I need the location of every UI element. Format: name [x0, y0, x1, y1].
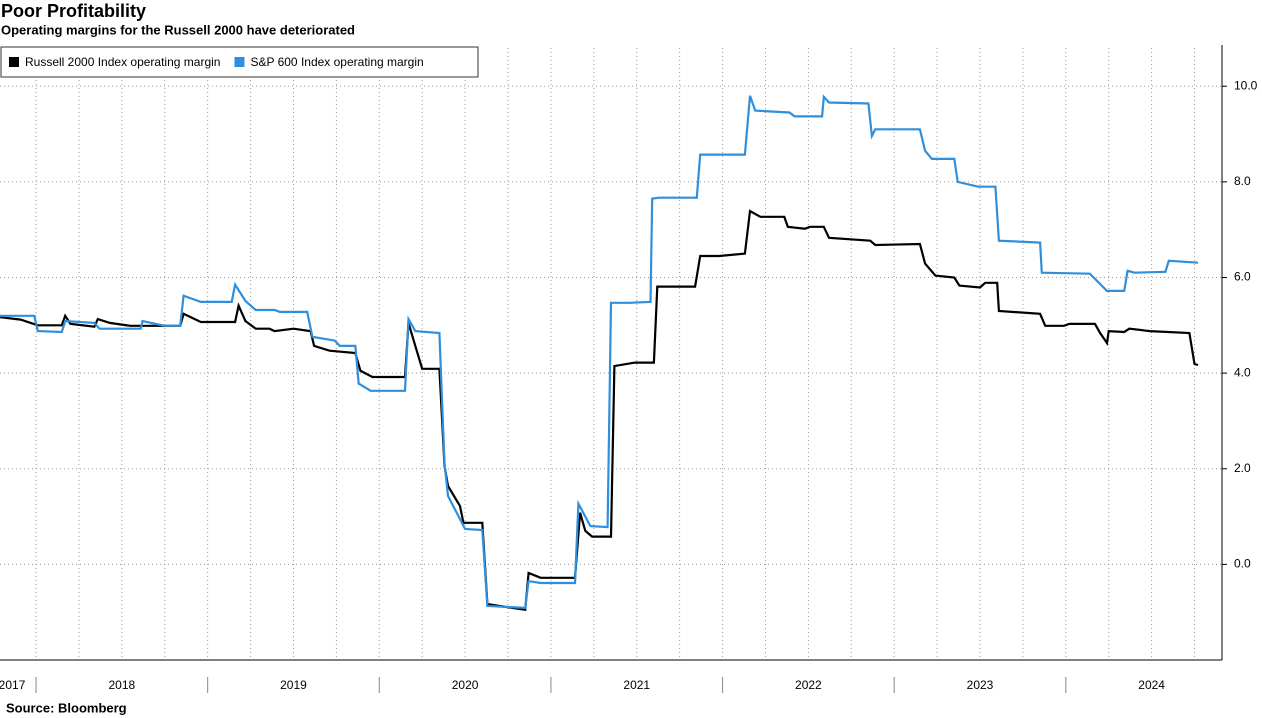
y-tick-label: 10.0 [1234, 78, 1258, 92]
x-tick-label: 2023 [967, 678, 994, 692]
legend: Russell 2000 Index operating margin S&P 6… [0, 46, 479, 78]
x-tick-label: 2020 [452, 678, 479, 692]
x-tick-label: 2018 [109, 678, 136, 692]
x-tick-label: 2021 [623, 678, 650, 692]
legend-swatch [9, 57, 19, 67]
source: Source: Bloomberg [6, 700, 127, 715]
legend-label: Russell 2000 Index operating margin [25, 55, 220, 69]
y-tick-label: 6.0 [1234, 270, 1251, 284]
x-tick-label: 2019 [280, 678, 307, 692]
y-tick-label: 2.0 [1234, 461, 1251, 475]
line [0, 209, 1199, 612]
legend-swatch [234, 57, 245, 67]
chart-title: Poor Profitability [1, 1, 146, 21]
y-tick-label: 0.0 [1234, 557, 1251, 571]
chart-subtitle: Operating margins for the Russell 2000 h… [1, 22, 355, 37]
y-tick-label: 8.0 [1234, 174, 1251, 188]
x-tick-label: 2017 [0, 678, 26, 692]
x-tick-label: 2022 [795, 678, 822, 692]
line [0, 94, 1199, 610]
x-tick-label: 2024 [1138, 678, 1165, 692]
y-tick-label: 4.0 [1234, 365, 1251, 379]
legend-label: S&P 600 Index operating margin [250, 55, 423, 69]
